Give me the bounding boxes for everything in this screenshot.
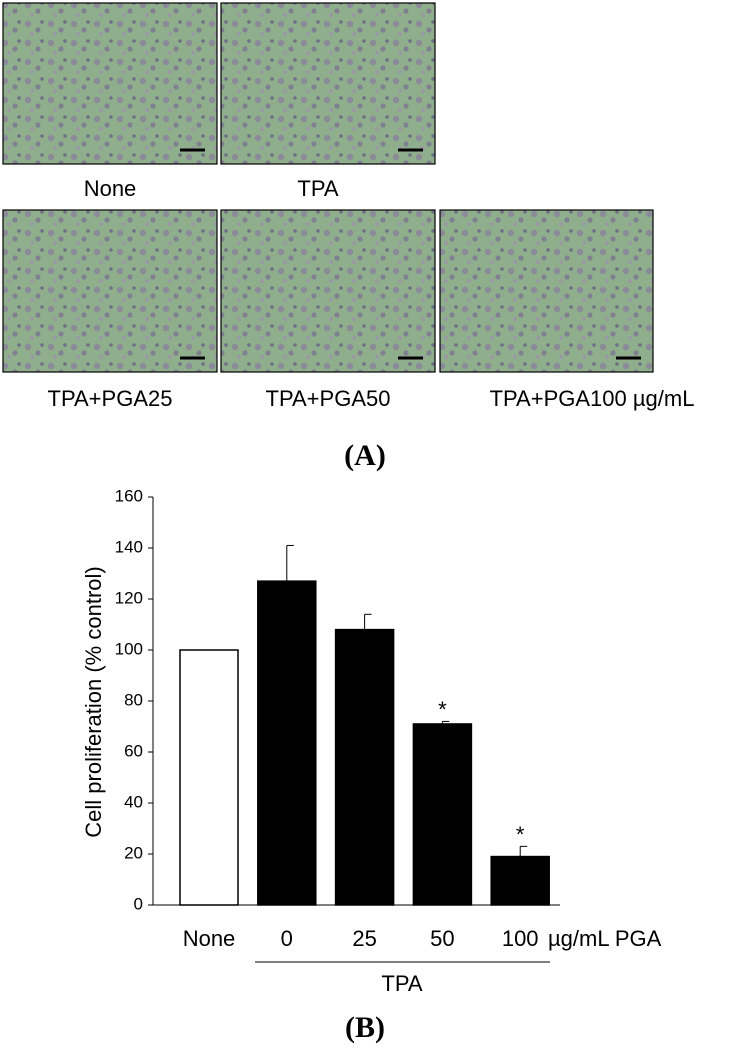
panel-label: (B) xyxy=(345,1011,385,1044)
unit-label: µg/mL PGA xyxy=(548,926,662,951)
image-label: TPA+PGA25 xyxy=(48,386,173,411)
y-tick-label: 100 xyxy=(115,639,143,658)
image-label: TPA xyxy=(297,176,338,201)
x-tick-label: None xyxy=(183,926,236,951)
bar xyxy=(334,628,395,906)
y-tick-label: 20 xyxy=(124,843,143,862)
image-label: TPA+PGA100 µg/mL xyxy=(490,386,695,411)
x-tick-label: 100 xyxy=(502,926,539,951)
panel-label: (A) xyxy=(344,439,386,472)
y-tick-label: 80 xyxy=(124,690,143,709)
micrograph xyxy=(220,209,436,373)
y-tick-label: 0 xyxy=(134,894,143,913)
significance: * xyxy=(438,697,447,722)
group-label: TPA xyxy=(381,971,422,996)
x-tick-label: 0 xyxy=(281,926,293,951)
bar xyxy=(257,580,317,906)
micrograph xyxy=(2,209,218,373)
bar xyxy=(490,855,550,906)
y-axis-label: Cell proliferation (% control) xyxy=(81,566,106,837)
y-tick-label: 40 xyxy=(124,792,143,811)
significance: * xyxy=(516,822,525,847)
micrograph xyxy=(439,209,654,373)
bar xyxy=(179,649,239,906)
image-label: TPA+PGA50 xyxy=(266,386,391,411)
micrograph xyxy=(2,2,218,165)
x-tick-label: 50 xyxy=(430,926,454,951)
image-label: None xyxy=(84,176,137,201)
micrograph xyxy=(220,2,436,165)
y-tick-label: 160 xyxy=(115,486,143,505)
y-tick-label: 60 xyxy=(124,741,143,760)
x-tick-label: 25 xyxy=(352,926,376,951)
bar xyxy=(412,723,473,906)
y-tick-label: 120 xyxy=(115,588,143,607)
y-tick-label: 140 xyxy=(115,537,143,556)
